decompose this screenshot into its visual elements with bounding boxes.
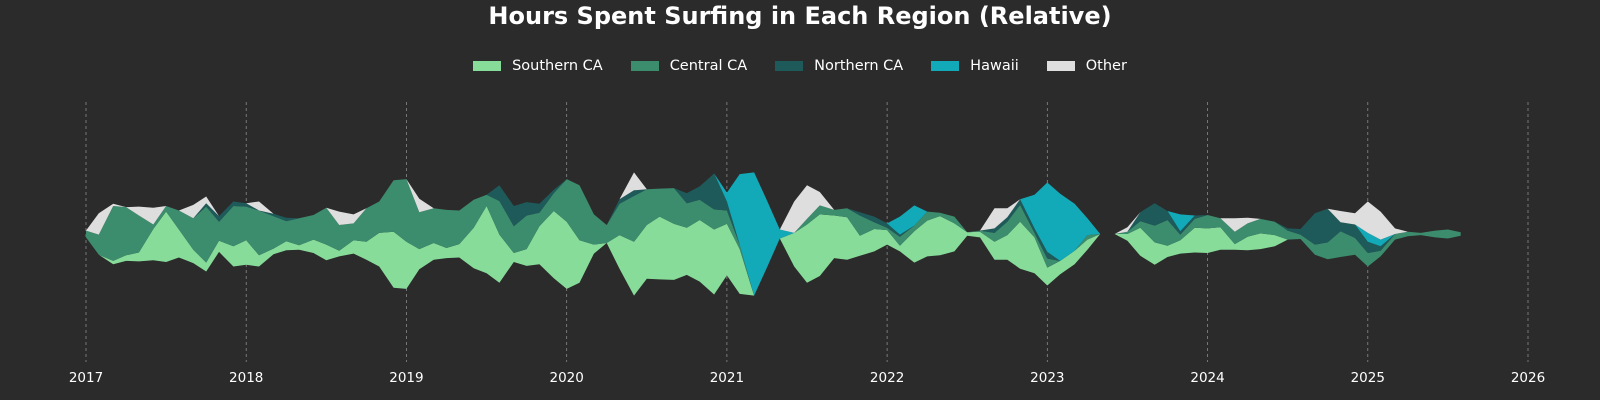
x-tick-label: 2017: [69, 370, 103, 386]
x-tick-label: 2020: [549, 370, 583, 386]
x-tick-label: 2018: [229, 370, 263, 386]
stream-layers: [86, 172, 1461, 295]
x-tick-label: 2026: [1511, 370, 1545, 386]
x-tick-label: 2023: [1030, 370, 1064, 386]
x-tick-label: 2024: [1190, 370, 1224, 386]
x-tick-label: 2021: [710, 370, 744, 386]
x-tick-label: 2025: [1351, 370, 1385, 386]
x-tick-label: 2019: [389, 370, 423, 386]
x-axis-ticks: 2017 2018 2019 2020 2021 2022 2023 2024 2025 2026: [69, 370, 1545, 386]
x-tick-label: 2022: [870, 370, 904, 386]
